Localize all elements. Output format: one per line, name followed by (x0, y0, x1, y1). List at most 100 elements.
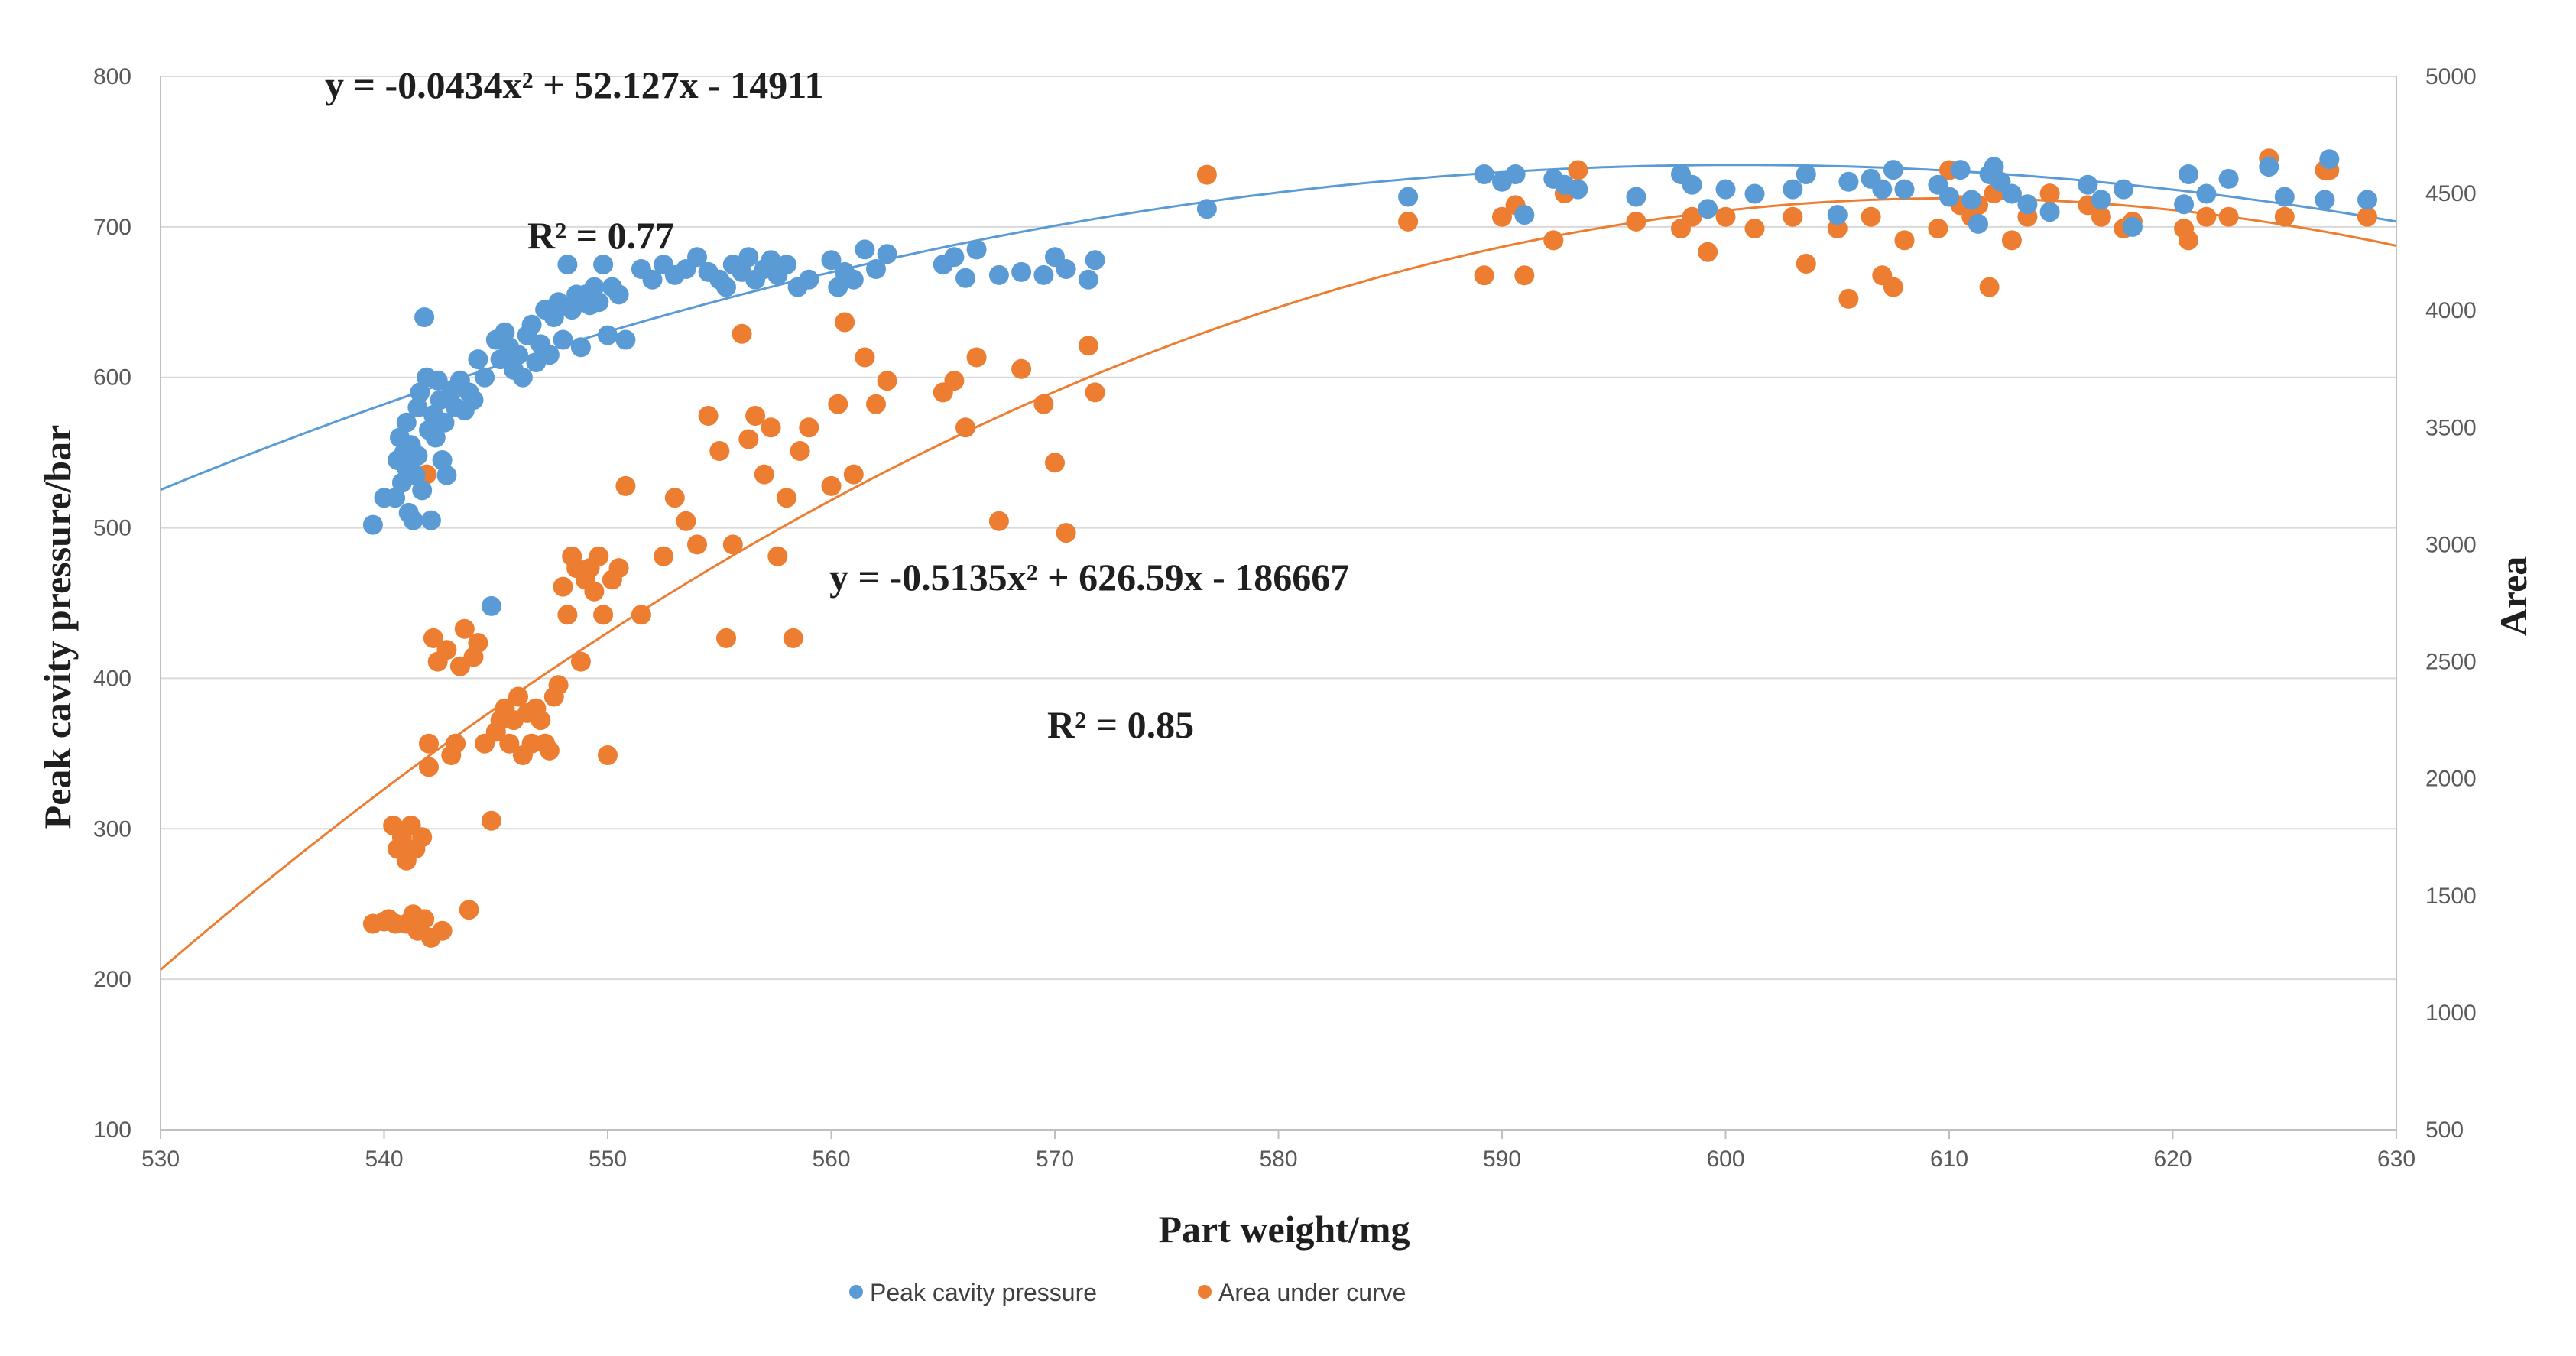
point-pressure (1011, 261, 1032, 282)
point-area (1398, 211, 1419, 232)
point-area (732, 323, 752, 344)
point-pressure (2315, 190, 2335, 210)
point-area (2091, 206, 2111, 227)
point-area (866, 394, 886, 414)
point-area (877, 371, 897, 391)
point-pressure (988, 264, 1009, 285)
point-area (1033, 394, 1054, 414)
point-pressure (434, 412, 455, 433)
point-pressure (1961, 190, 1982, 210)
right-y-tick-label: 1500 (2425, 884, 2477, 909)
point-area (414, 909, 435, 929)
point-area (446, 733, 466, 754)
right-y-tick-label: 2000 (2425, 767, 2477, 792)
point-area (459, 900, 479, 920)
point-pressure (828, 277, 848, 297)
point-pressure (1514, 205, 1535, 225)
point-pressure (598, 325, 618, 345)
trend-r2-pressure: R² = 0.77 (527, 214, 674, 257)
point-pressure (1474, 164, 1494, 184)
point-area (761, 417, 781, 438)
point-area (589, 546, 609, 566)
point-area (454, 618, 475, 639)
point-area (738, 429, 759, 449)
point-area (654, 546, 674, 566)
point-pressure (425, 427, 446, 448)
point-area (2357, 206, 2377, 227)
point-area (530, 710, 551, 731)
point-pressure (777, 255, 796, 275)
point-pressure (362, 514, 383, 535)
legend: Peak cavity pressure Area under curve (849, 1279, 1406, 1306)
point-area (593, 605, 614, 625)
right-y-tick-label: 4500 (2425, 181, 2477, 206)
left-y-tick-label: 700 (93, 215, 131, 240)
point-pressure (799, 269, 819, 290)
point-pressure (761, 250, 781, 271)
point-pressure (1398, 187, 1419, 207)
right-y-tick-label: 3500 (2425, 415, 2477, 440)
point-area (2218, 206, 2239, 227)
point-area (1543, 230, 1564, 251)
point-pressure (738, 247, 759, 268)
point-pressure (1682, 174, 1702, 195)
point-area (1568, 160, 1588, 180)
point-area (553, 576, 573, 597)
point-pressure (1056, 259, 1076, 279)
left-y-tick-label: 300 (93, 816, 131, 842)
point-area (1626, 211, 1646, 232)
x-tick-label: 590 (1483, 1147, 1521, 1172)
right-y-axis-label: Area (2492, 556, 2535, 637)
left-axis-ticks: 100 200 300 400 500 600 700 800 (93, 64, 131, 1143)
point-pressure (966, 239, 987, 260)
point-pressure (608, 284, 629, 305)
point-area (2196, 206, 2217, 227)
point-pressure (1883, 160, 1903, 180)
point-pressure (584, 277, 605, 297)
point-pressure (436, 465, 457, 485)
right-y-tick-label: 3000 (2425, 532, 2477, 557)
point-pressure (1715, 179, 1736, 200)
legend-marker-pressure (849, 1285, 863, 1299)
point-area (745, 406, 766, 426)
trend-r2-area: R² = 0.85 (1047, 703, 1194, 746)
point-pressure (2196, 183, 2217, 204)
point-area (1928, 219, 1948, 238)
point-area (1838, 288, 1859, 309)
point-area (777, 488, 796, 508)
point-pressure (508, 345, 528, 365)
point-area (1045, 453, 1065, 473)
x-tick-label: 530 (141, 1147, 180, 1172)
gridlines (161, 76, 2396, 1131)
legend-label-pressure: Peak cavity pressure (870, 1279, 1097, 1306)
right-y-tick-label: 5000 (2425, 64, 2477, 89)
point-area (709, 441, 730, 461)
point-area (1796, 254, 1816, 274)
trend-equation-area: y = -0.5135x² + 626.59x - 186667 (829, 556, 1349, 599)
point-pressure (2091, 190, 2111, 210)
point-pressure (539, 345, 560, 365)
point-pressure (468, 349, 488, 370)
point-pressure (1626, 187, 1646, 207)
right-y-tick-label: 4000 (2425, 298, 2477, 323)
point-area (828, 394, 848, 414)
point-pressure (877, 244, 897, 264)
point-pressure (2274, 187, 2295, 207)
point-area (821, 475, 842, 496)
point-area (955, 417, 975, 438)
point-area (1682, 206, 1702, 227)
point-pressure (403, 510, 423, 530)
point-pressure (687, 247, 707, 268)
point-area (783, 628, 803, 648)
point-pressure (463, 390, 484, 410)
point-area (687, 534, 707, 555)
point-pressure (944, 247, 965, 268)
point-area (419, 757, 439, 777)
point-pressure (553, 329, 573, 350)
point-pressure (642, 269, 663, 290)
point-pressure (420, 510, 441, 530)
point-area (1011, 358, 1032, 379)
point-area (716, 628, 736, 648)
left-y-tick-label: 600 (93, 365, 131, 391)
point-pressure (1033, 264, 1054, 285)
